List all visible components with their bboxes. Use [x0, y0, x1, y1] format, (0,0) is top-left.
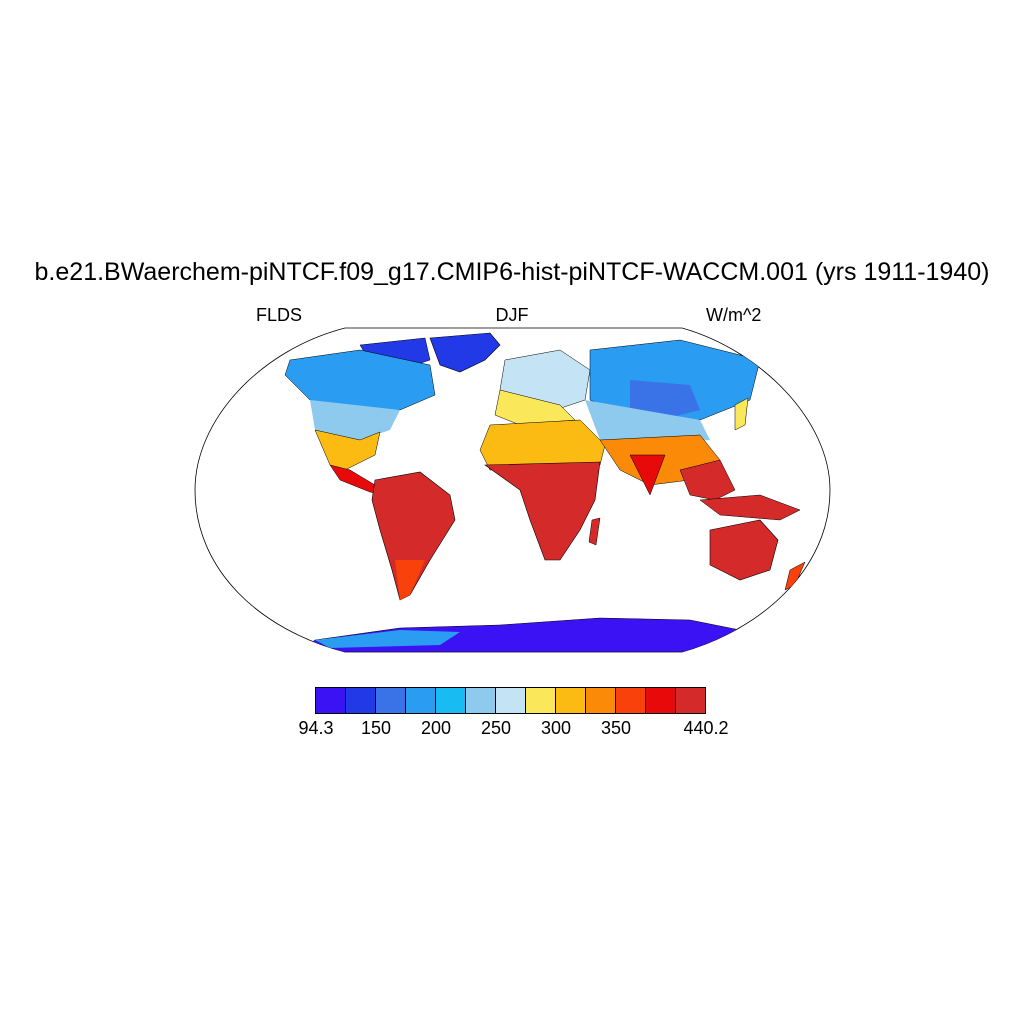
colorbar-box — [616, 688, 646, 713]
antarctica-edge — [315, 630, 460, 648]
africa-north — [479, 419, 606, 471]
colorbar-box — [406, 688, 436, 713]
colorbar-label: 150 — [360, 718, 392, 738]
australia — [709, 519, 779, 581]
india — [629, 454, 666, 496]
colorbar — [315, 687, 706, 714]
madagascar — [588, 517, 601, 546]
colorbar-label: 200 — [420, 718, 452, 738]
indonesia — [699, 494, 801, 521]
colorbar-box — [316, 688, 346, 713]
asia-central — [630, 380, 700, 420]
colorbar-label: 440.2 — [683, 718, 729, 738]
colorbar-label: 250 — [480, 718, 512, 738]
colorbar-box — [526, 688, 556, 713]
japan — [734, 397, 749, 431]
africa — [484, 461, 601, 561]
colorbar-box — [646, 688, 676, 713]
asia-mid — [585, 400, 710, 445]
colorbar-box — [436, 688, 466, 713]
variable-label: FLDS — [256, 305, 303, 325]
season-label: DJF — [495, 305, 529, 325]
units-label: W/m^2 — [706, 305, 762, 325]
colorbar-label: 350 — [600, 718, 632, 738]
colorbar-box — [676, 688, 705, 713]
southeast-asia — [679, 459, 736, 501]
colorbar-labels: 94.3 150 200 250 300 350 440.2 — [0, 718, 1024, 742]
plot-title: b.e21.BWaerchem-piNTCF.f09_g17.CMIP6-his… — [34, 258, 990, 286]
colorbar-label: 300 — [540, 718, 572, 738]
south-america-tip — [395, 560, 425, 600]
colorbar-box — [376, 688, 406, 713]
colorbar-box — [556, 688, 586, 713]
colorbar-box — [496, 688, 526, 713]
colorbar-label: 94.3 — [298, 718, 334, 738]
greenland — [429, 332, 501, 373]
colorbar-box — [466, 688, 496, 713]
colorbar-box — [346, 688, 376, 713]
colorbar-box — [586, 688, 616, 713]
